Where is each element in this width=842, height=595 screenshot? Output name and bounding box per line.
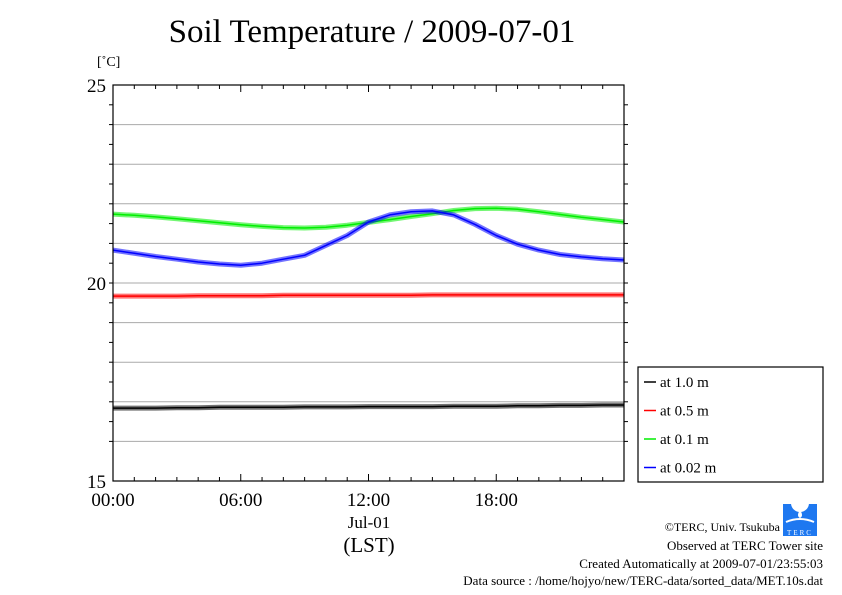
x-axis-label: (LST): [343, 533, 394, 557]
y-axis-unit: [˚C]: [97, 55, 121, 70]
data-source-text: Data source : /home/hojyo/new/TERC-data/…: [463, 573, 823, 588]
chart-title: Soil Temperature / 2009-07-01: [168, 14, 576, 50]
y-tick-label: 20: [87, 274, 106, 295]
legend-label: at 0.1 m: [660, 432, 709, 448]
y-tick-labels: 25 20 15: [87, 76, 106, 493]
copyright-text: ©TERC, Univ. Tsukuba: [664, 520, 780, 534]
plot-frame: [112, 84, 625, 482]
legend-box: [637, 366, 824, 483]
x-tick-labels: 00:00 06:00 12:00 18:00: [91, 490, 518, 511]
series-line-at-0-5-m: [113, 294, 624, 297]
legend-label: at 0.5 m: [660, 404, 709, 420]
grid: [113, 124, 624, 442]
series-lines: [112, 205, 625, 411]
legend: at 1.0 m at 0.5 m at 0.1 m at 0.02 m: [637, 366, 824, 483]
legend-label: at 1.0 m: [660, 375, 709, 391]
axes: [109, 84, 628, 482]
series-halo-at-0-1-m: [112, 205, 625, 231]
legend-label: at 0.02 m: [660, 461, 717, 477]
observed-text: Observed at TERC Tower site: [666, 538, 823, 553]
svg-text:TERC: TERC: [787, 529, 813, 537]
created-text: Created Automatically at 2009-07-01/23:5…: [579, 556, 823, 571]
series-line-at-1-0-m: [113, 404, 624, 409]
x-tick-label: 18:00: [475, 490, 518, 511]
terc-logo: TERC: [783, 494, 817, 537]
series-line-at-0-02-m: [112, 210, 625, 266]
x-tick-label: 06:00: [219, 490, 262, 511]
y-tick-label: 15: [87, 472, 106, 493]
y-tick-label: 25: [87, 76, 106, 97]
x-tick-label: 12:00: [347, 490, 390, 511]
x-tick-label: 00:00: [91, 490, 134, 511]
x-date-label: Jul-01: [348, 513, 391, 532]
